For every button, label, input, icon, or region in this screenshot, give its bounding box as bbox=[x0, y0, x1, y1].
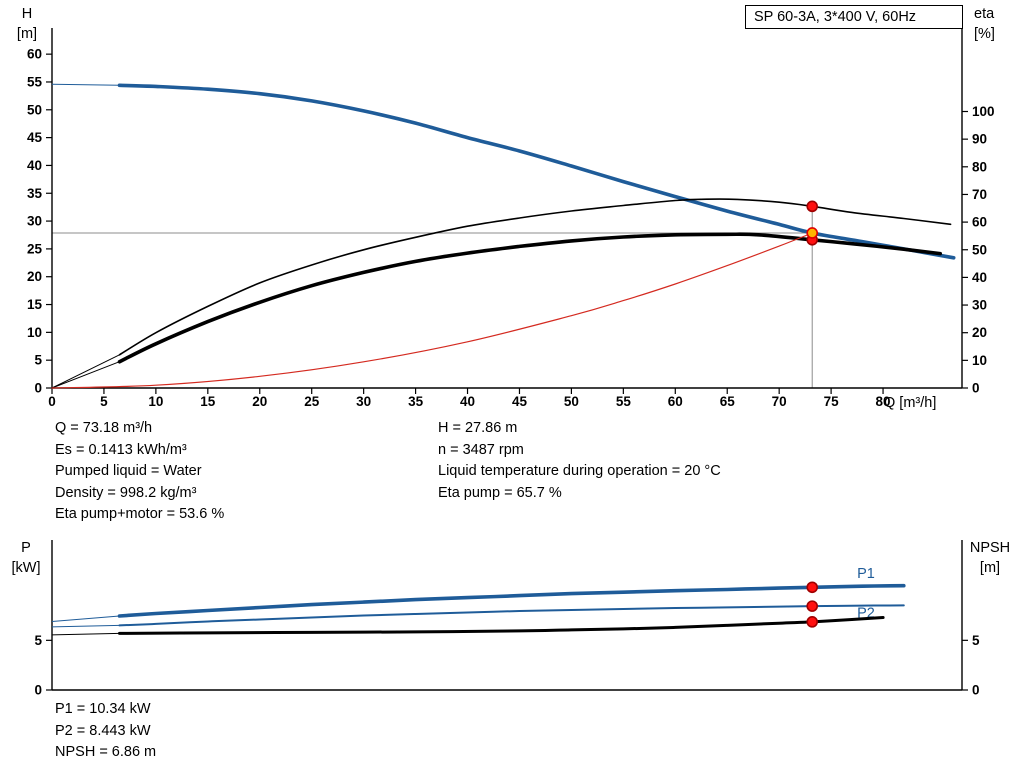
curve-system-curve bbox=[51, 232, 813, 389]
y-right-tick-label: 20 bbox=[972, 325, 987, 340]
y-left-tick-label: 30 bbox=[27, 214, 42, 229]
x-tick-label: 80 bbox=[876, 394, 891, 409]
p-axis-title: P [kW] bbox=[2, 538, 50, 578]
y-right-tick-label: 5 bbox=[972, 633, 980, 648]
operating-point-marker bbox=[806, 600, 819, 612]
annotation-eta-pump: Eta pump = 65.7 % bbox=[438, 484, 562, 501]
annotation-density: Density = 998.2 kg/m³ bbox=[55, 484, 197, 501]
y-left-tick-label: 60 bbox=[27, 47, 42, 62]
y-left-tick-label: 0 bbox=[34, 381, 42, 396]
pump-model-title: SP 60-3A, 3*400 V, 60Hz bbox=[745, 5, 963, 29]
y-left-tick-label: 10 bbox=[27, 325, 42, 340]
annotation-specific-energy: Es = 0.1413 kWh/m³ bbox=[55, 441, 187, 458]
x-tick-label: 75 bbox=[824, 394, 840, 409]
y-right-tick-label: 40 bbox=[972, 270, 987, 285]
x-tick-label: 40 bbox=[460, 394, 475, 409]
x-tick-label: 20 bbox=[252, 394, 267, 409]
y-left-tick-label: 15 bbox=[27, 297, 43, 312]
y-right-tick-label: 60 bbox=[972, 215, 987, 230]
h-axis-title-unit: [m] bbox=[16, 26, 38, 42]
x-tick-label: 30 bbox=[356, 394, 371, 409]
y-right-tick-label: 90 bbox=[972, 132, 987, 147]
y-right-tick-label: 80 bbox=[972, 159, 987, 174]
y-right-tick-label: 0 bbox=[972, 683, 980, 698]
x-tick-label: 65 bbox=[720, 394, 736, 409]
p-axis-title-unit: [kW] bbox=[11, 560, 41, 576]
h-axis-title: H [m] bbox=[6, 4, 48, 44]
annotation-npsh: NPSH = 6.86 m bbox=[55, 744, 157, 760]
y-left-tick-label: 5 bbox=[34, 633, 42, 648]
y-left-tick-label: 5 bbox=[34, 353, 42, 368]
lead-line-eta-pump-motor bbox=[51, 361, 120, 389]
npsh-axis-title-symbol: NPSH bbox=[969, 540, 1011, 556]
y-left-tick-label: 55 bbox=[27, 74, 43, 89]
curve-eta-pump bbox=[118, 198, 952, 356]
x-tick-label: 5 bbox=[100, 394, 108, 409]
y-left-tick-label: 20 bbox=[27, 269, 42, 284]
y-left-tick-label: 35 bbox=[27, 186, 43, 201]
h-axis-title-symbol: H bbox=[21, 6, 33, 22]
curve-head bbox=[117, 83, 956, 260]
x-tick-label: 55 bbox=[616, 394, 632, 409]
npsh-axis-title: NPSH [m] bbox=[960, 538, 1020, 578]
x-tick-label: 45 bbox=[512, 394, 528, 409]
lead-line-p1 bbox=[51, 615, 120, 622]
npsh-axis-title-unit: [m] bbox=[979, 560, 1001, 576]
annotation-speed: n = 3487 rpm bbox=[438, 441, 524, 458]
operating-point-marker bbox=[806, 616, 819, 628]
lead-line-npsh bbox=[51, 632, 120, 636]
curve-p1 bbox=[117, 583, 906, 618]
power-npsh-data: P1 = 10.34 kW P2 = 8.443 kW NPSH = 6.86 … bbox=[55, 699, 156, 764]
x-tick-label: 0 bbox=[48, 394, 56, 409]
annotation-pumped-liquid: Pumped liquid = Water bbox=[55, 463, 202, 479]
operating-point-marker bbox=[806, 200, 819, 213]
x-tick-label: 15 bbox=[200, 394, 216, 409]
y-left-tick-label: 50 bbox=[27, 102, 42, 117]
duty-data-left: Q = 73.18 m³/h Es = 0.1413 kWh/m³ Pumped… bbox=[55, 418, 224, 526]
eta-axis-title: eta [%] bbox=[974, 4, 1020, 44]
p-axis-title-symbol: P bbox=[21, 540, 31, 556]
curve-eta-pump-motor bbox=[117, 232, 942, 364]
annotation-p1: P1 = 10.34 kW bbox=[55, 701, 151, 717]
eta-axis-title-symbol: eta bbox=[974, 6, 995, 22]
annotation-flow: Q = 73.18 m³/h bbox=[55, 420, 153, 436]
lead-line-p2 bbox=[51, 624, 120, 628]
curve-p2 bbox=[118, 604, 905, 627]
x-tick-label: 70 bbox=[772, 394, 787, 409]
y-right-tick-label: 50 bbox=[972, 242, 987, 257]
operating-point-marker bbox=[806, 581, 819, 594]
y-right-tick-label: 30 bbox=[972, 298, 987, 313]
y-left-tick-label: 0 bbox=[34, 683, 42, 698]
y-right-tick-label: 70 bbox=[972, 187, 987, 202]
y-left-tick-label: 25 bbox=[27, 241, 43, 256]
x-tick-label: 50 bbox=[564, 394, 579, 409]
duty-data-right: H = 27.86 m n = 3487 rpm Liquid temperat… bbox=[438, 418, 721, 504]
eta-axis-title-unit: [%] bbox=[974, 26, 995, 42]
x-tick-label: 35 bbox=[408, 394, 424, 409]
annotation-eta-pump-motor: Eta pump+motor = 53.6 % bbox=[55, 506, 225, 522]
x-tick-label: 10 bbox=[148, 394, 163, 409]
y-right-tick-label: 100 bbox=[972, 104, 995, 119]
hq-eta-chart: 0 5 10 15 20 25 30 35 40 45 50 55 60 65 70 75 80 0 5 10 15 20… bbox=[27, 28, 995, 409]
lead-line-eta-pump bbox=[51, 354, 120, 389]
series-label-p1: P1 bbox=[857, 566, 875, 582]
q-axis-title: Q [m³/h] bbox=[884, 395, 937, 411]
annotation-liquid-temperature: Liquid temperature during operation = 20… bbox=[438, 463, 721, 479]
y-right-tick-label: 10 bbox=[972, 353, 987, 368]
x-tick-label: 60 bbox=[668, 394, 683, 409]
lead-line-head bbox=[51, 83, 120, 86]
annotation-p2: P2 = 8.443 kW bbox=[55, 722, 151, 739]
annotation-head: H = 27.86 m bbox=[438, 420, 518, 436]
operating-point-marker bbox=[806, 227, 819, 239]
x-tick-label: 25 bbox=[304, 394, 320, 409]
y-left-tick-label: 40 bbox=[27, 158, 42, 173]
y-left-tick-label: 45 bbox=[27, 130, 43, 145]
y-right-tick-label: 0 bbox=[972, 381, 980, 396]
